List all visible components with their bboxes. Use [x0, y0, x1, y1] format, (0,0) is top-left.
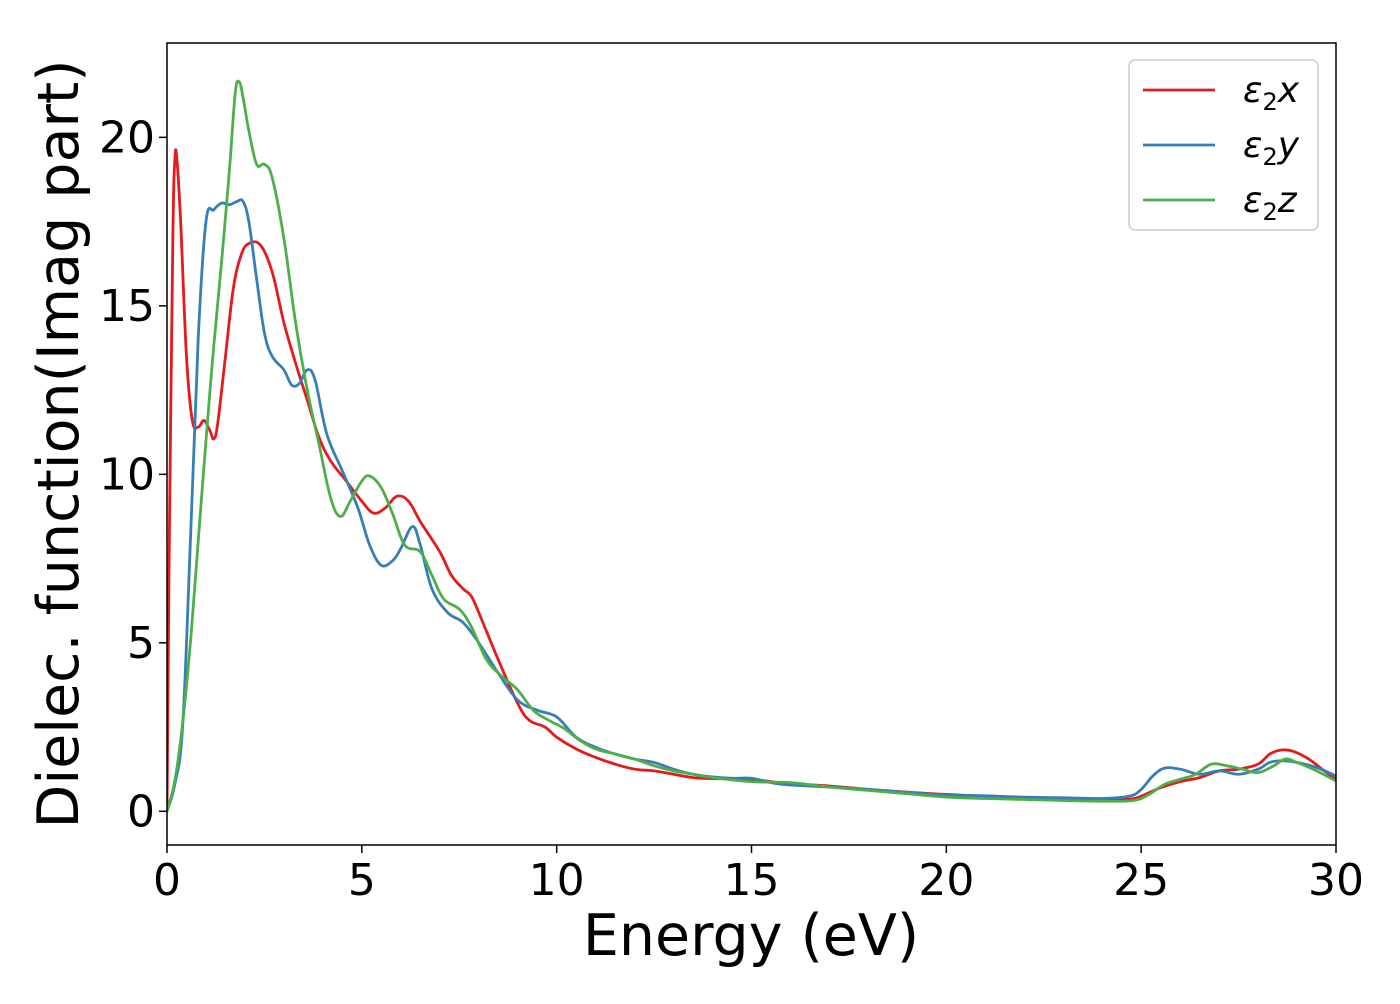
- legend-label-z: ε2z: [1243, 180, 1298, 226]
- series-line-x: [167, 148, 1336, 813]
- x-tick-label: 30: [1308, 855, 1364, 906]
- x-tick-label: 20: [918, 855, 974, 906]
- y-axis-title: Dielec. function(Imag part): [26, 59, 92, 828]
- x-tick-label: 0: [153, 855, 181, 906]
- y-tick-label: 10: [99, 449, 155, 500]
- x-tick-label: 25: [1113, 855, 1169, 906]
- y-tick-label: 5: [127, 618, 155, 669]
- series-line-y: [167, 198, 1336, 813]
- series-line-z: [167, 79, 1336, 813]
- y-axis-ticks: 0 5 10 15 20: [99, 112, 167, 837]
- x-tick-label: 10: [529, 855, 585, 906]
- legend: ε2x ε2y ε2z: [1128, 59, 1319, 231]
- y-tick-label: 15: [99, 281, 155, 332]
- y-tick-label: 0: [127, 786, 155, 837]
- y-tick-label: 20: [99, 112, 155, 163]
- series-layer: [167, 79, 1336, 813]
- legend-box: [1128, 59, 1319, 231]
- x-axis-ticks: 0 5 10 15 20 25 30: [153, 845, 1364, 906]
- x-axis-title: Energy (eV): [583, 903, 919, 969]
- x-tick-label: 15: [724, 855, 780, 906]
- x-tick-label: 5: [348, 855, 376, 906]
- legend-label-y: ε2y: [1243, 125, 1300, 171]
- legend-label-x: ε2x: [1243, 70, 1300, 116]
